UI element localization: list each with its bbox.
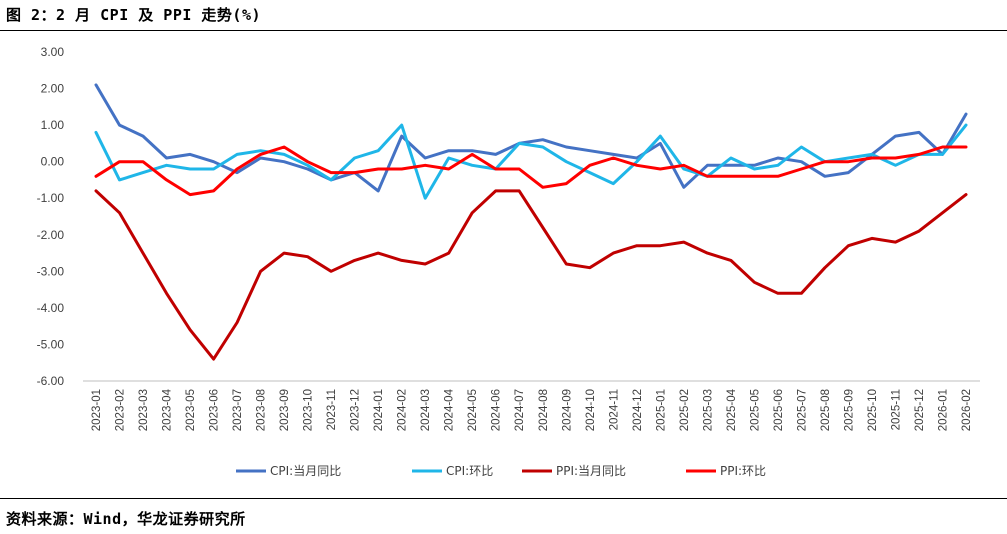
y-tick-label: 0.00 xyxy=(41,155,65,169)
top-rule xyxy=(0,30,1007,31)
x-tick-label: 2023-07 xyxy=(232,389,244,431)
y-axis: 3.00 2.00 1.00 0.00 -1.00 -2.00 -3.00 -4.00 -5.0… xyxy=(37,45,65,388)
legend-label: PPI:当月同比 xyxy=(556,464,626,478)
x-tick-label: 2023-03 xyxy=(138,389,150,431)
x-tick-label: 2026-02 xyxy=(961,389,973,431)
x-tick-label: 2025-11 xyxy=(890,389,902,430)
x-tick-label: 2025-02 xyxy=(679,389,691,431)
x-tick-label: 2023-11 xyxy=(326,389,338,430)
x-tick-label: 2025-03 xyxy=(702,389,714,431)
bottom-rule xyxy=(0,498,1007,499)
source-note: 资料来源：Wind，华龙证券研究所 xyxy=(6,510,246,528)
x-tick-label: 2025-12 xyxy=(914,389,926,431)
x-tick-label: 2023-08 xyxy=(256,389,268,431)
legend-label: PPI:环比 xyxy=(720,464,766,478)
x-tick-label: 2023-05 xyxy=(185,389,197,431)
x-tick-label: 2024-11 xyxy=(608,389,620,430)
x-axis: 2023-01 2023-02 2023-03 2023-04 2023-05 2023-… xyxy=(83,380,980,431)
series-line-4 xyxy=(94,145,968,197)
x-tick-label: 2024-07 xyxy=(514,389,526,431)
y-tick-label: -6.00 xyxy=(37,374,65,388)
series-line-2 xyxy=(94,123,968,200)
x-tick-label: 2025-01 xyxy=(655,389,667,431)
x-tick-label: 2024-09 xyxy=(561,389,573,431)
x-tick-label: 2025-04 xyxy=(726,388,738,431)
x-tick-label: 2023-04 xyxy=(162,388,174,431)
y-tick-label: 3.00 xyxy=(41,45,65,59)
x-tick-label: 2024-12 xyxy=(632,389,644,431)
x-tick-label: 2025-07 xyxy=(796,389,808,431)
legend: CPI:当月同比 CPI:环比 PPI:当月同比 PPI:环比 xyxy=(236,464,766,478)
x-tick-label: 2024-03 xyxy=(420,389,432,431)
x-tick-label: 2026-01 xyxy=(937,389,949,431)
x-tick-label: 2023-01 xyxy=(91,389,103,431)
y-tick-label: 1.00 xyxy=(41,118,65,132)
x-tick-label: 2025-05 xyxy=(749,389,761,431)
series-line-1 xyxy=(94,83,968,193)
x-tick-label: 2024-10 xyxy=(585,389,597,431)
legend-label: CPI:当月同比 xyxy=(270,464,341,478)
y-tick-label: -5.00 xyxy=(37,337,65,351)
x-tick-label: 2023-06 xyxy=(209,389,221,431)
x-tick-label: 2024-06 xyxy=(491,389,503,431)
x-tick-label: 2023-10 xyxy=(303,389,315,431)
x-tick-label: 2024-02 xyxy=(397,389,409,431)
x-tick-label: 2024-04 xyxy=(444,388,456,431)
series-line-3 xyxy=(94,189,968,361)
y-tick-label: -3.00 xyxy=(37,264,65,278)
series-lines xyxy=(94,83,968,361)
y-tick-label: -1.00 xyxy=(37,191,65,205)
x-tick-label: 2025-09 xyxy=(843,389,855,431)
x-tick-label: 2025-10 xyxy=(867,389,879,431)
x-tick-label: 2023-12 xyxy=(350,389,362,431)
y-tick-label: 2.00 xyxy=(41,82,65,96)
x-tick-label: 2025-06 xyxy=(773,389,785,431)
x-tick-label: 2025-08 xyxy=(820,389,832,431)
y-tick-label: -2.00 xyxy=(37,228,65,242)
x-tick-label: 2023-09 xyxy=(279,389,291,431)
figure-title: 图 2：2 月 CPI 及 PPI 走势(%) xyxy=(6,6,262,24)
x-tick-label: 2024-01 xyxy=(373,389,385,431)
x-tick-label: 2024-08 xyxy=(538,389,550,431)
y-tick-label: -4.00 xyxy=(37,301,65,315)
x-tick-label: 2024-05 xyxy=(467,389,479,431)
x-tick-label: 2023-02 xyxy=(115,389,127,431)
cpi-ppi-line-chart: 3.00 2.00 1.00 0.00 -1.00 -2.00 -3.00 -4.00 -5.0… xyxy=(37,45,980,478)
legend-label: CPI:环比 xyxy=(446,464,493,478)
